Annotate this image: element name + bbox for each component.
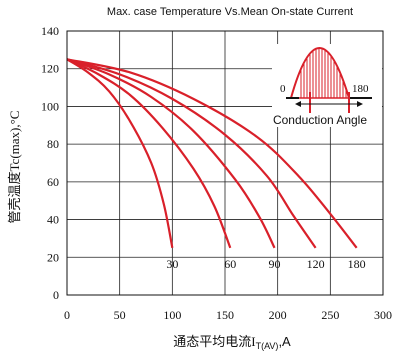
x-tick-label: 150 xyxy=(216,308,234,322)
series-lines xyxy=(66,58,358,249)
series-line-60 xyxy=(66,58,232,249)
series-label-180: 180 xyxy=(348,257,366,271)
series-line-180 xyxy=(66,58,358,249)
inset-angle-end: 180 xyxy=(352,83,369,95)
series-labels: 30 60 90 120 180 xyxy=(166,257,365,271)
inset-arrow-right xyxy=(357,101,363,107)
series-label-30: 30 xyxy=(166,257,178,271)
series-line-120 xyxy=(66,58,317,249)
x-tick-label: 100 xyxy=(163,308,181,322)
y-tick-label: 0 xyxy=(53,288,59,302)
series-line-90 xyxy=(66,58,276,249)
y-tick-label: 80 xyxy=(47,137,59,151)
y-tick-label: 100 xyxy=(41,99,59,113)
series-label-120: 120 xyxy=(307,257,325,271)
x-tick-label: 200 xyxy=(269,308,287,322)
series-line-30 xyxy=(66,58,174,249)
y-tick-label: 140 xyxy=(41,24,59,38)
x-axis-label-subscript: T(AV) xyxy=(256,341,279,351)
x-tick-label: 0 xyxy=(64,308,70,322)
series-label-90: 90 xyxy=(269,257,281,271)
conduction-angle-inset: 0 180 Conduction Angle xyxy=(272,44,382,127)
chart-title: Max. case Temperature Vs.Mean On-state C… xyxy=(107,6,353,18)
inset-waveform xyxy=(290,47,350,99)
x-tick-label: 50 xyxy=(114,308,126,322)
y-tick-label: 40 xyxy=(47,213,59,227)
x-tick-label: 250 xyxy=(321,308,339,322)
x-axis-label-unit: ,A xyxy=(278,334,291,349)
x-axis-label: 通态平均电流IT(AV),A xyxy=(173,334,291,351)
inset-angle-start: 0 xyxy=(280,83,286,95)
y-tick-label: 60 xyxy=(47,175,59,189)
y-axis-label: 管壳温度Tc(max),°C xyxy=(7,111,22,224)
inset-background xyxy=(272,44,382,127)
x-tick-label: 300 xyxy=(374,308,392,322)
series-label-60: 60 xyxy=(224,257,236,271)
inset-arrow-left xyxy=(295,101,301,107)
y-tick-label: 20 xyxy=(47,250,59,264)
inset-label: Conduction Angle xyxy=(273,113,367,127)
y-tick-label: 120 xyxy=(41,62,59,76)
x-axis-label-main: 通态平均电流I xyxy=(173,334,255,349)
inset-hatch-lines xyxy=(300,48,347,98)
plot-frame xyxy=(66,30,384,296)
